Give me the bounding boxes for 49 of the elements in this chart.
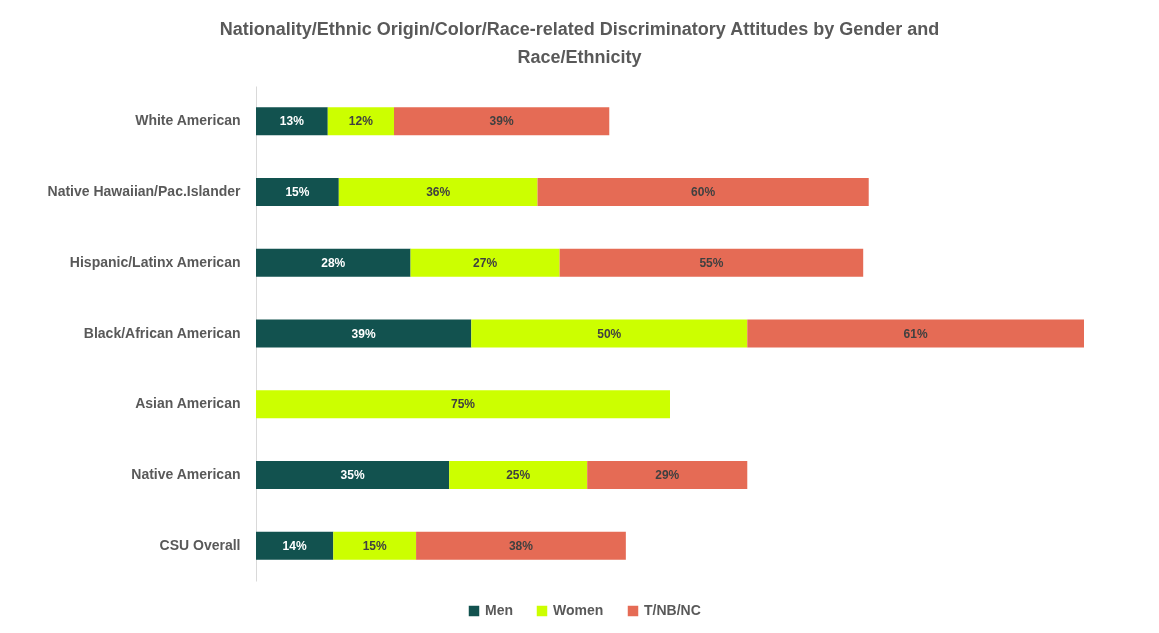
bar bbox=[256, 178, 339, 207]
data-label: 39% bbox=[351, 326, 376, 341]
bar bbox=[256, 248, 411, 277]
data-label: 60% bbox=[691, 185, 716, 200]
y-tick-label: Asian American bbox=[135, 395, 241, 412]
data-label: 36% bbox=[426, 185, 451, 200]
bar bbox=[559, 248, 864, 277]
data-label: 61% bbox=[903, 326, 928, 341]
y-tick-label: Native American bbox=[131, 465, 241, 482]
data-label: 14% bbox=[282, 538, 307, 553]
legend-label: Men bbox=[485, 602, 513, 618]
y-tick-label: CSU Overall bbox=[159, 536, 241, 553]
data-label: 12% bbox=[348, 114, 374, 129]
bar bbox=[416, 531, 626, 560]
bar bbox=[410, 248, 560, 277]
bar bbox=[256, 107, 328, 136]
bar bbox=[537, 178, 869, 207]
y-tick-label: Hispanic/Latinx American bbox=[69, 253, 241, 270]
legend-label: Women bbox=[553, 602, 604, 618]
y-tick-label: Native Hawaiian/Pac.Islander bbox=[47, 183, 242, 200]
data-label: 28% bbox=[321, 255, 346, 270]
legend-label: T/NB/NC bbox=[644, 602, 701, 618]
chart-title: Nationality/Ethnic Origin/Color/Race-related Discriminatory Attitudes by Gender and Race/Ethnicity bbox=[219, 19, 940, 67]
y-tick-label: White American bbox=[135, 112, 241, 129]
data-label: 50% bbox=[597, 326, 622, 341]
data-label: 29% bbox=[655, 467, 680, 482]
y-tick-label: Black/African American bbox=[83, 324, 241, 341]
data-label: 38% bbox=[508, 538, 534, 553]
data-label: 39% bbox=[489, 114, 514, 129]
data-label: 25% bbox=[506, 467, 531, 482]
bar bbox=[394, 107, 610, 136]
bar bbox=[747, 319, 1084, 348]
data-label: 15% bbox=[362, 538, 388, 553]
bar bbox=[256, 390, 670, 419]
data-label: 75% bbox=[450, 397, 476, 412]
bar bbox=[256, 531, 334, 560]
data-label: 13% bbox=[279, 114, 305, 129]
bar bbox=[338, 178, 538, 207]
bar bbox=[327, 107, 394, 136]
data-label: 27% bbox=[473, 255, 498, 270]
bar bbox=[256, 460, 450, 489]
bar bbox=[587, 460, 748, 489]
bar bbox=[449, 460, 588, 489]
data-label: 35% bbox=[340, 467, 365, 482]
bar bbox=[333, 531, 417, 560]
data-label: 15% bbox=[285, 185, 310, 200]
bar bbox=[256, 319, 472, 348]
data-label: 55% bbox=[699, 255, 724, 270]
bar bbox=[471, 319, 748, 348]
